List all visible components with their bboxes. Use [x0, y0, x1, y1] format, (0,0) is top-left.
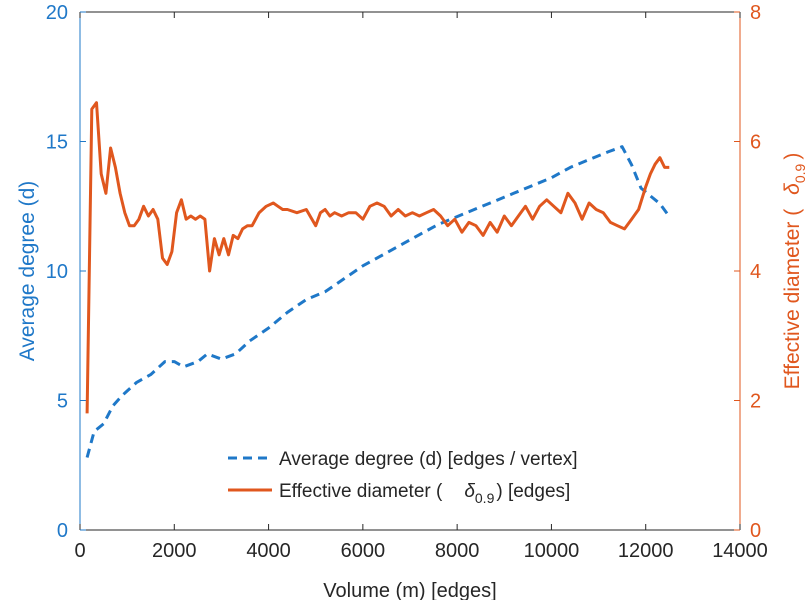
- x-tick-label: 12000: [618, 540, 674, 562]
- right-tick-label: 4: [750, 261, 761, 283]
- legend-2-subscript: 0.9: [475, 490, 495, 506]
- legend-2-suffix: ) [edges]: [496, 481, 570, 502]
- x-tick-label: 4000: [246, 540, 291, 562]
- legend-label-effective-diameter: Effective diameter ( δ0.9) [edges]: [279, 481, 570, 506]
- x-axis-ticks: 0 2000 4000 6000 8000 10000 12000 14000: [74, 12, 768, 562]
- x-tick-label: 0: [74, 540, 85, 562]
- x-tick-label: 6000: [341, 540, 386, 562]
- legend-1-text: Average degree (d) [edges / vertex]: [279, 449, 578, 470]
- right-axis-label-prefix: Effective diameter (: [781, 209, 804, 390]
- left-axis-label: Average degree (d): [16, 181, 39, 362]
- right-axis-label-suffix: ): [781, 153, 804, 160]
- series-layer: [85, 101, 671, 458]
- right-axis-label-subscript: 0.9: [792, 163, 808, 183]
- legend-label-average-degree: Average degree (d) [edges / vertex]: [279, 449, 578, 470]
- right-tick-label: 6: [750, 132, 761, 154]
- x-tick-label: 2000: [152, 540, 197, 562]
- left-axis-ticks: 0 5 10 15 20: [46, 2, 86, 542]
- right-axis-label: Effective diameter ( δ0.9): [781, 153, 808, 390]
- right-axis-ticks: 0 2 4 6 8: [734, 2, 761, 542]
- x-tick-label: 10000: [524, 540, 580, 562]
- legend: Average degree (d) [edges / vertex] Effe…: [228, 449, 578, 506]
- legend-2-symbol: δ: [464, 481, 475, 502]
- x-axis-label: Volume (m) [edges]: [323, 580, 496, 600]
- right-axis-label-symbol: δ: [781, 183, 804, 195]
- legend-2-prefix: Effective diameter (: [279, 481, 443, 502]
- right-tick-label: 2: [750, 391, 761, 413]
- left-tick-label: 10: [46, 261, 68, 283]
- left-tick-label: 0: [57, 520, 68, 542]
- series-line-average-degree: [85, 145, 671, 458]
- left-tick-label: 5: [57, 391, 68, 413]
- left-tick-label: 15: [46, 132, 68, 154]
- right-tick-label: 0: [750, 520, 761, 542]
- right-tick-label: 8: [750, 2, 761, 24]
- x-tick-label: 14000: [712, 540, 768, 562]
- series-line-effective-diameter: [85, 101, 670, 414]
- left-tick-label: 20: [46, 2, 68, 24]
- x-tick-label: 8000: [435, 540, 480, 562]
